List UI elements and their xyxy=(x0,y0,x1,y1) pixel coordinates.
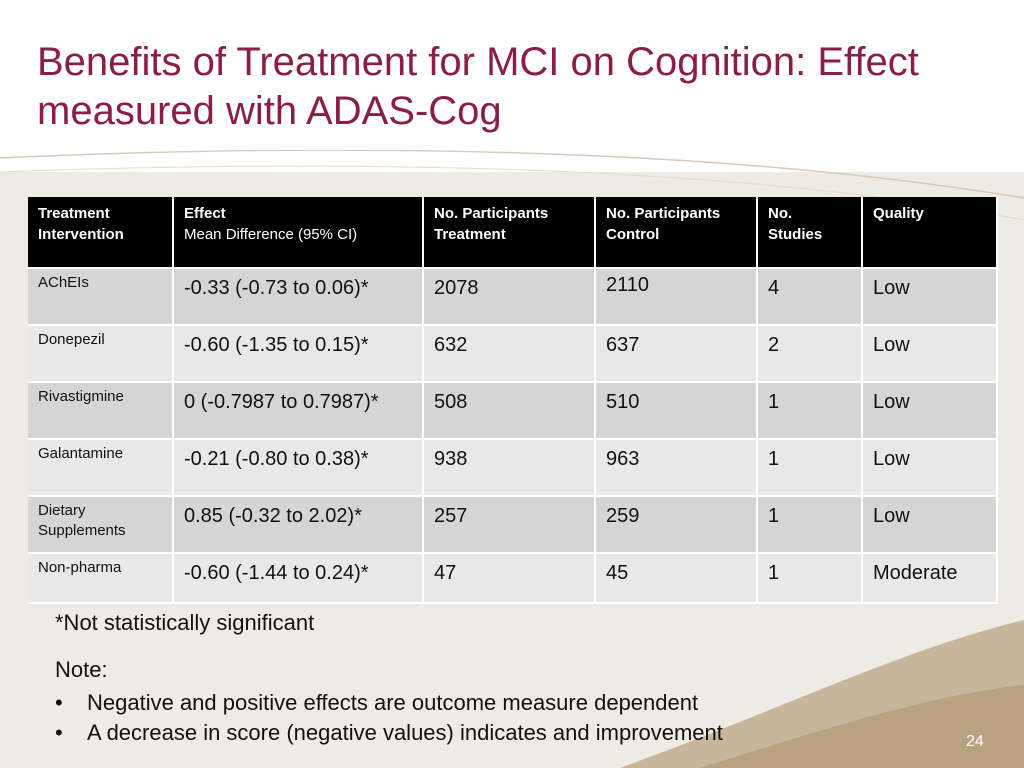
cell-treatment: 47 xyxy=(423,553,596,604)
decorative-swoosh xyxy=(0,150,1024,768)
bullet-icon: • xyxy=(55,690,63,715)
cell-studies: 1 xyxy=(757,496,863,554)
cell-intervention: Dietary Supplements xyxy=(28,496,174,554)
cell-intervention: Donepezil xyxy=(28,325,174,383)
header-participants-treatment: No. Participants Treatment xyxy=(423,197,596,269)
table-row: Donepezil -0.60 (-1.35 to 0.15)* 632 637… xyxy=(28,325,998,383)
note-bullet: • A decrease in score (negative values) i… xyxy=(55,718,723,748)
cell-control: 45 xyxy=(595,553,758,604)
cell-quality: Low xyxy=(862,325,998,383)
cell-studies: 2 xyxy=(757,325,863,383)
cell-quality: Low xyxy=(862,439,998,497)
results-table: Treatment Intervention Effect Mean Differe… xyxy=(28,197,998,604)
note-bullet: • Negative and positive effects are outco… xyxy=(55,688,723,718)
cell-effect: -0.60 (-1.44 to 0.24)* xyxy=(173,553,424,604)
cell-quality: Moderate xyxy=(862,553,998,604)
page-title: Benefits of Treatment for MCI on Cogniti… xyxy=(37,40,919,133)
bullet-icon: • xyxy=(55,720,63,745)
cell-treatment: 632 xyxy=(423,325,596,383)
cell-effect: -0.60 (-1.35 to 0.15)* xyxy=(173,325,424,383)
cell-quality: Low xyxy=(862,382,998,440)
cell-intervention: AChEIs xyxy=(28,268,174,326)
cell-control: 259 xyxy=(595,496,758,554)
cell-control: 510 xyxy=(595,382,758,440)
cell-control: 963 xyxy=(595,439,758,497)
table-row: Rivastigmine 0 (-0.7987 to 0.7987)* 508 … xyxy=(28,382,998,440)
cell-control: 2110 xyxy=(595,268,758,326)
cell-intervention: Galantamine xyxy=(28,439,174,497)
cell-effect: 0.85 (-0.32 to 2.02)* xyxy=(173,496,424,554)
cell-treatment: 508 xyxy=(423,382,596,440)
cell-studies: 1 xyxy=(757,382,863,440)
page-number: 24 xyxy=(966,733,984,750)
cell-treatment: 938 xyxy=(423,439,596,497)
header-effect: Effect Mean Difference (95% CI) xyxy=(173,197,424,269)
cell-effect: -0.21 (-0.80 to 0.38)* xyxy=(173,439,424,497)
cell-effect: 0 (-0.7987 to 0.7987)* xyxy=(173,382,424,440)
cell-studies: 4 xyxy=(757,268,863,326)
cell-studies: 1 xyxy=(757,439,863,497)
cell-control: 637 xyxy=(595,325,758,383)
cell-quality: Low xyxy=(862,496,998,554)
header-studies: No. Studies xyxy=(757,197,863,269)
cell-intervention: Rivastigmine xyxy=(28,382,174,440)
table-row: AChEIs -0.33 (-0.73 to 0.06)* 2078 2110 … xyxy=(28,268,998,326)
note-heading: Note: xyxy=(55,657,108,682)
table-row: Dietary Supplements 0.85 (-0.32 to 2.02)… xyxy=(28,496,998,554)
table-row: Non-pharma -0.60 (-1.44 to 0.24)* 47 45 … xyxy=(28,553,998,604)
table-header-row: Treatment Intervention Effect Mean Differe… xyxy=(28,197,998,269)
header-participants-control: No. Participants Control xyxy=(595,197,758,269)
table-row: Galantamine -0.21 (-0.80 to 0.38)* 938 9… xyxy=(28,439,998,497)
header-intervention: Treatment Intervention xyxy=(28,197,174,269)
cell-effect: -0.33 (-0.73 to 0.06)* xyxy=(173,268,424,326)
significance-footnote: *Not statistically significant xyxy=(55,610,315,635)
note-list: • Negative and positive effects are outco… xyxy=(55,688,723,748)
header-quality: Quality xyxy=(862,197,998,269)
cell-treatment: 257 xyxy=(423,496,596,554)
cell-quality: Low xyxy=(862,268,998,326)
cell-treatment: 2078 xyxy=(423,268,596,326)
cell-intervention: Non-pharma xyxy=(28,553,174,604)
cell-studies: 1 xyxy=(757,553,863,604)
